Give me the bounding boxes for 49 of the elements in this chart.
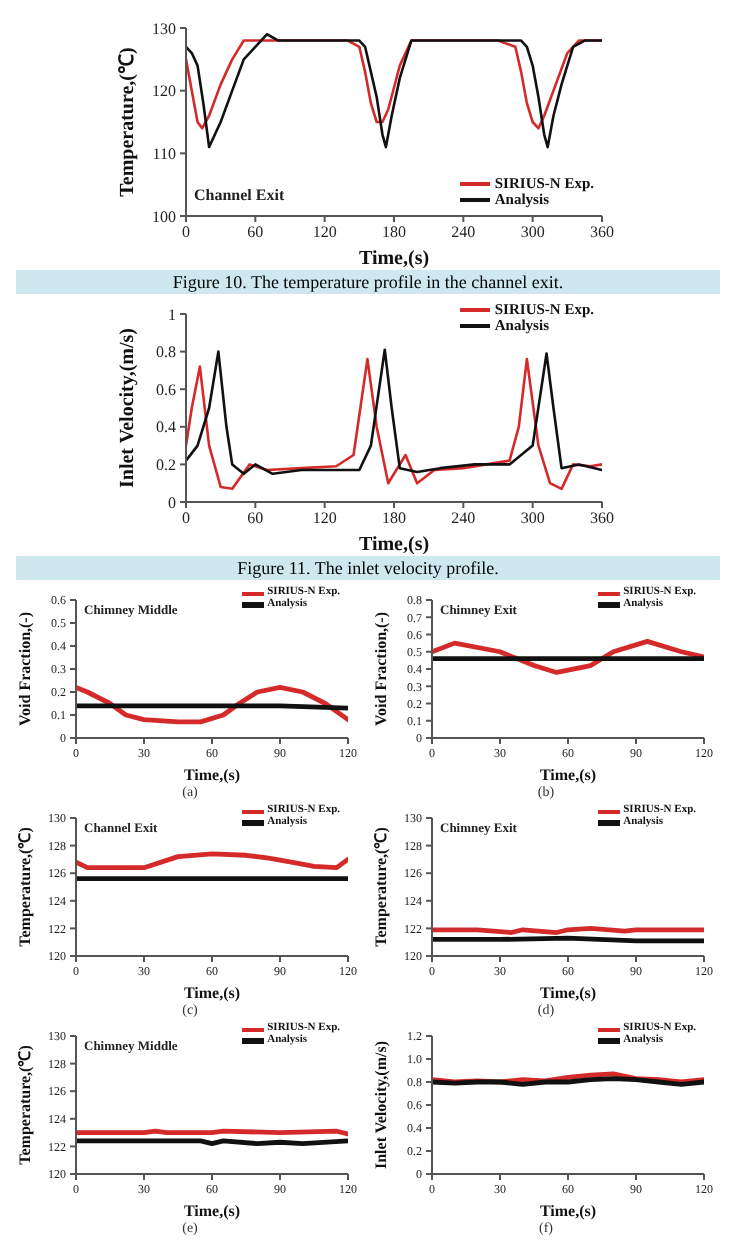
x-tick-label: 180 [382,509,406,528]
y-axis-title: Temperature,(℃) [15,1044,34,1165]
y-axis-title: Void Fraction,(-) [15,611,34,727]
line-series [186,32,602,149]
x-axis-title: Time,(s) [539,766,597,784]
y-tick-label: 130 [152,19,176,38]
x-tick-label: 120 [312,509,337,528]
x-tick-label: 60 [247,509,264,528]
x-tick-label: 60 [247,223,264,242]
annotation: Channel Exit [194,186,285,204]
x-axis-title: Time,(s) [539,1202,597,1220]
x-axis-title: Time,(s) [539,984,597,1002]
y-tick-label: 0 [168,493,176,512]
x-axis-title: Time,(s) [183,1202,241,1220]
y-axis-title: Inlet Velocity,(m/s) [371,1040,390,1169]
x-axis-title: Time,(s) [183,766,241,784]
y-tick-label: 0.2 [156,456,176,475]
x-axis-title: Time,(s) [183,984,241,1002]
x-tick-label: 300 [520,223,545,242]
x-tick-label: 240 [451,223,476,242]
y-tick-label: 110 [152,145,176,164]
y-tick-label: 0.8 [156,343,176,362]
y-tick-label: 1 [168,305,176,324]
y-axis-title: Temperature,(℃) [15,826,34,947]
x-tick-label: 120 [312,223,337,242]
x-tick-label: 300 [520,509,545,528]
x-tick-label: 360 [590,223,614,242]
line-series [76,685,348,725]
y-axis-title: Void Fraction,(-) [371,611,390,727]
y-tick-label: 0.4 [156,418,176,437]
y-axis-title: Temperature,(℃) [117,47,140,197]
x-tick-label: 240 [451,509,476,528]
line-series [432,639,704,675]
x-tick-label: 0 [182,223,190,242]
x-tick-label: 180 [382,223,406,242]
y-axis-title: Inlet Velocity,(m/s) [117,328,140,488]
caption: Figure 11. The inlet velocity profile. [16,556,720,580]
x-tick-label: 360 [590,509,614,528]
y-tick-label: 120 [152,82,176,101]
line-series [186,348,602,476]
y-tick-label: 100 [152,207,176,226]
y-axis-title: Temperature,(℃) [371,826,390,947]
line-series [76,851,348,871]
x-axis-title: Time,(s) [358,248,430,270]
caption: Figure 10. The temperature profile in the channel exit. [16,270,720,294]
y-tick-label: 0.6 [156,380,176,399]
x-axis-title: Time,(s) [358,534,430,556]
x-tick-label: 0 [182,509,190,528]
line-series [186,357,602,491]
